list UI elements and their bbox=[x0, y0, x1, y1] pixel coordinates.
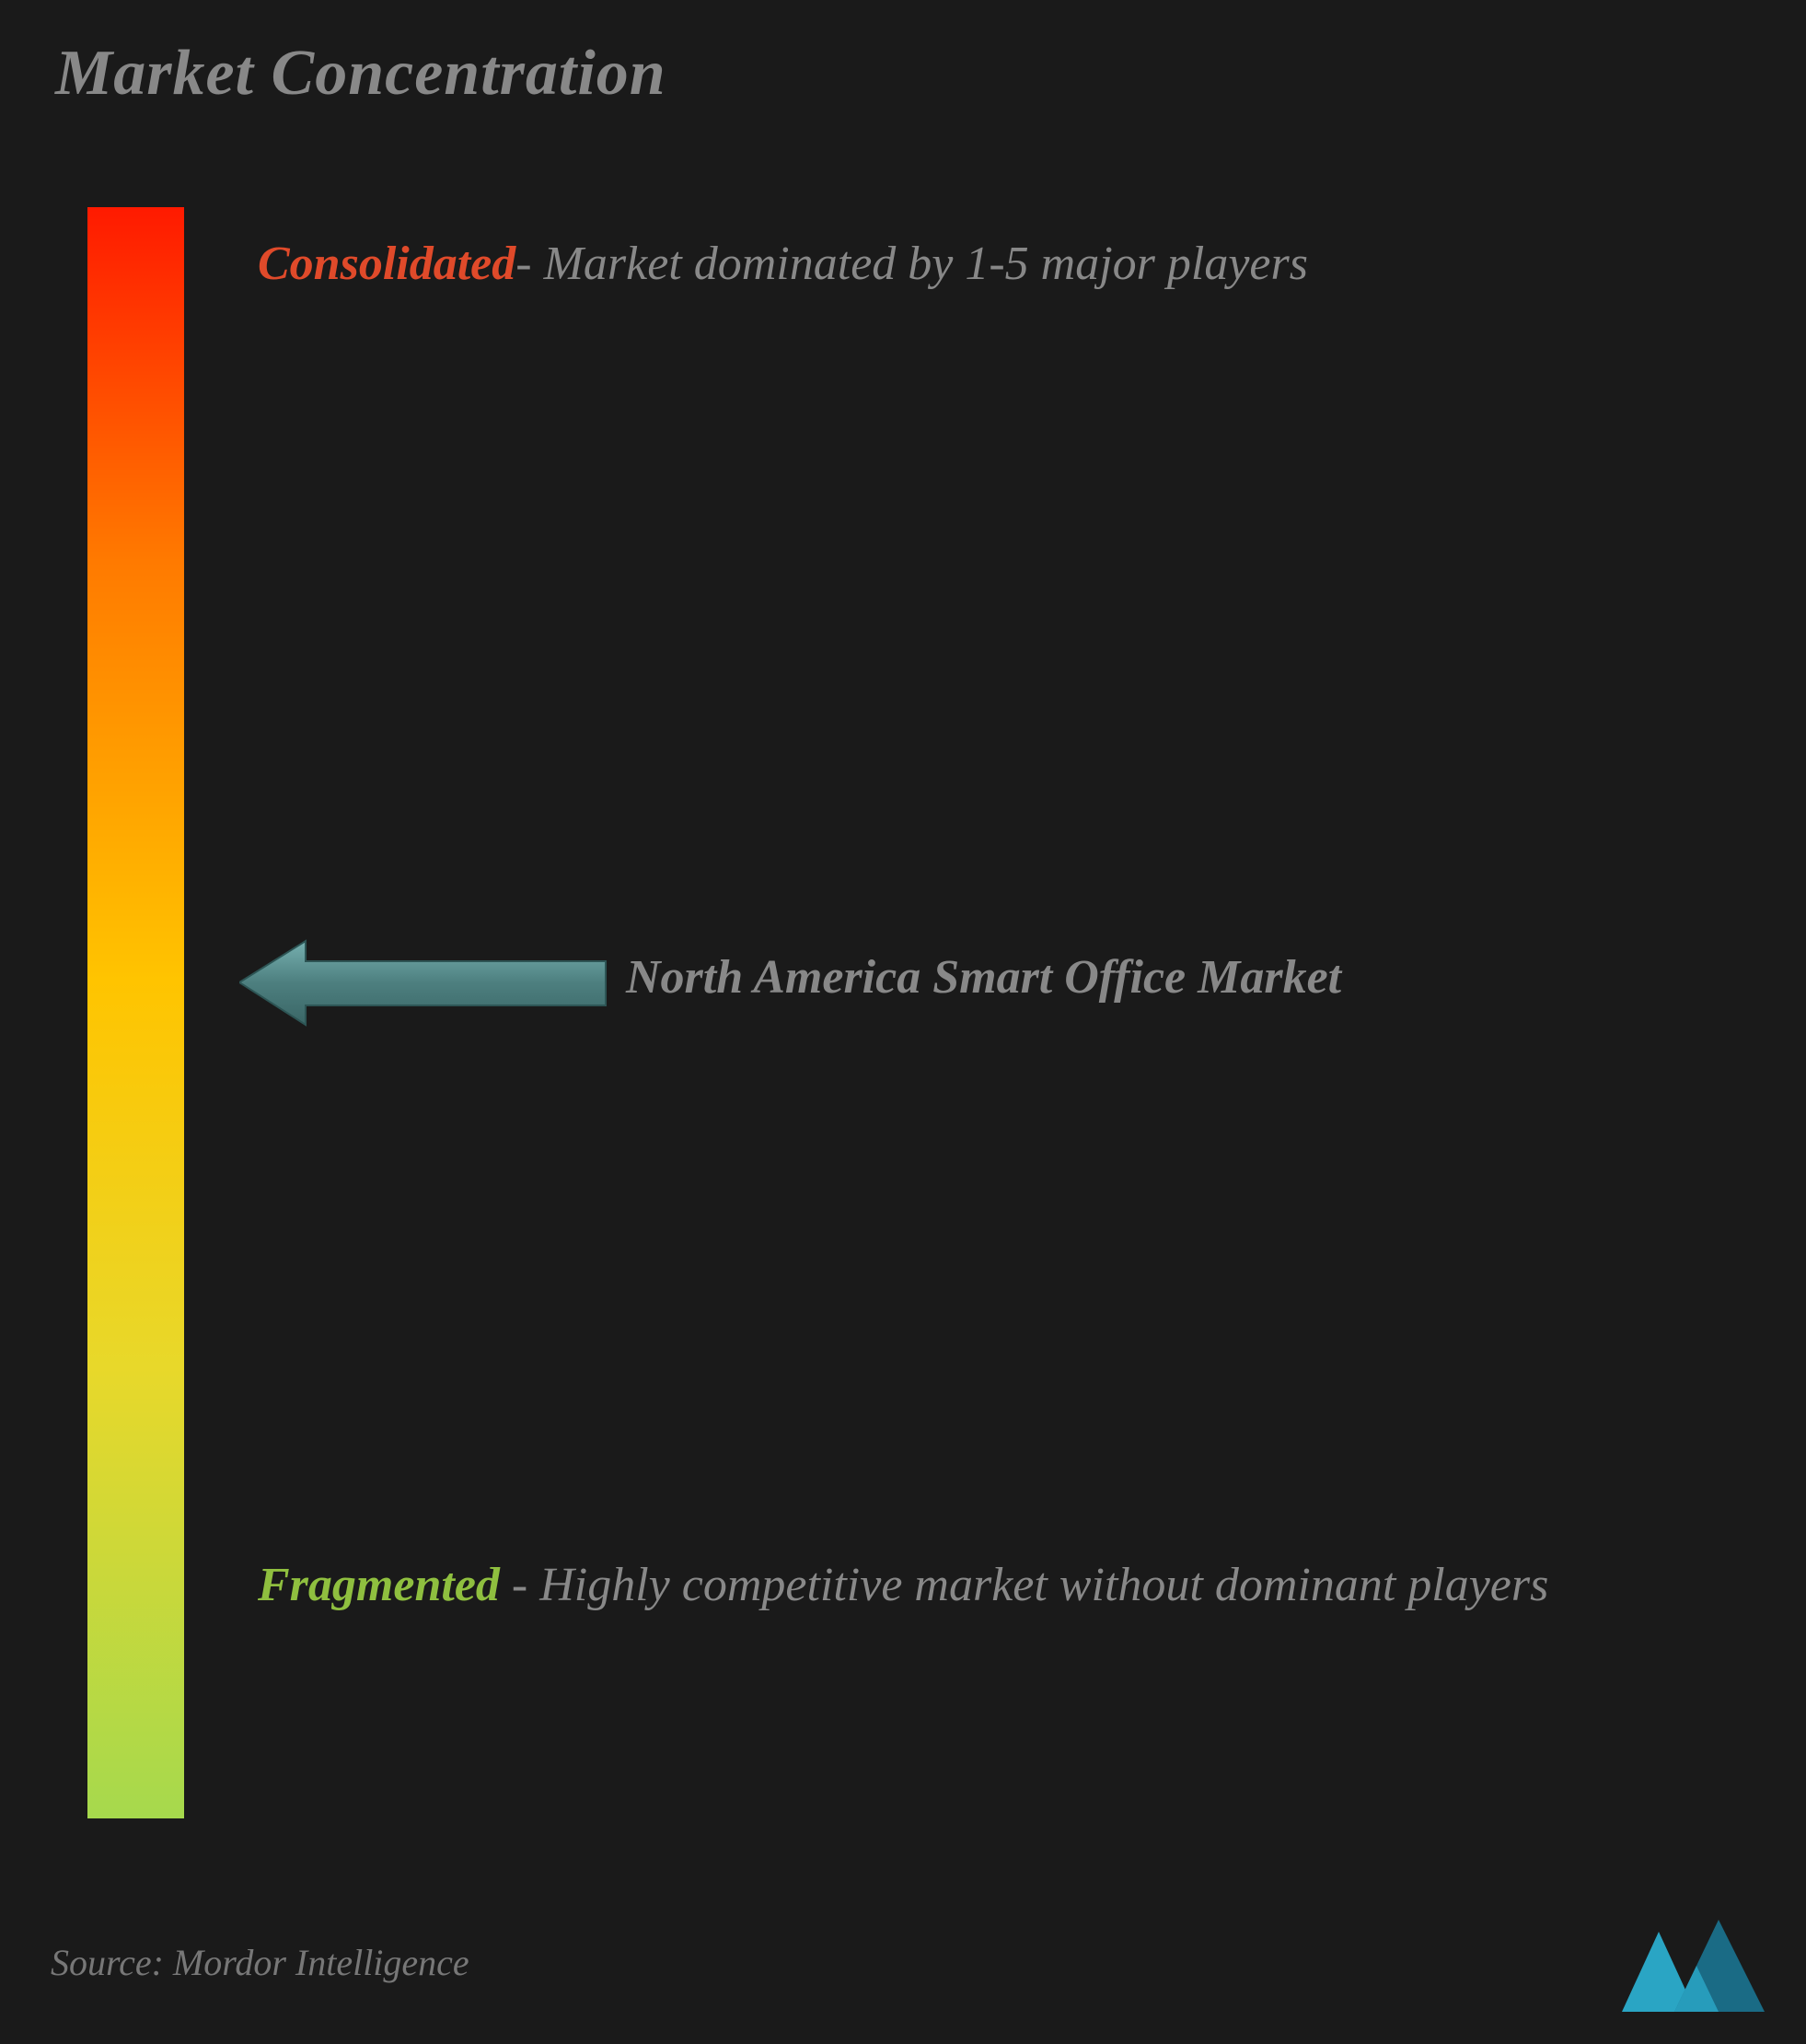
consolidated-desc: - Market dominated by 1-5 major players bbox=[515, 238, 1308, 290]
market-pointer-arrow bbox=[239, 939, 608, 1027]
market-name-text: North America Smart Office Market bbox=[626, 951, 1341, 1004]
fragmented-desc: - Highly competitive market without domi… bbox=[500, 1559, 1548, 1611]
page-title: Market Concentration bbox=[55, 37, 666, 110]
infographic-root: Market Concentration Consolidated- Marke… bbox=[0, 0, 1806, 2044]
fragmented-annotation: Fragmented - Highly competitive market w… bbox=[258, 1547, 1731, 1623]
source-prefix: Source: bbox=[51, 1942, 173, 1983]
source-text: Mordor Intelligence bbox=[173, 1942, 469, 1983]
brand-logo-icon bbox=[1617, 1915, 1774, 2016]
market-name-label: North America Smart Office Market bbox=[626, 939, 1749, 1016]
consolidated-annotation: Consolidated- Market dominated by 1-5 ma… bbox=[258, 226, 1731, 302]
fragmented-label: Fragmented bbox=[258, 1559, 500, 1611]
consolidated-label: Consolidated bbox=[258, 238, 515, 290]
concentration-gradient-bar bbox=[87, 207, 184, 1818]
source-citation: Source: Mordor Intelligence bbox=[51, 1941, 469, 1984]
